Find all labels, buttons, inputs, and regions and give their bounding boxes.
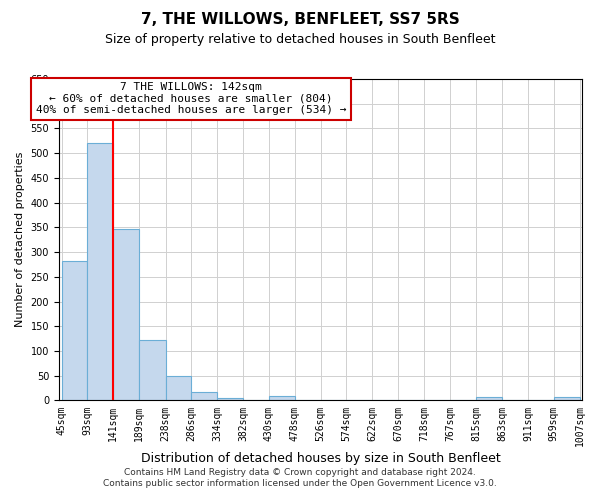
Bar bbox=[191, 392, 217, 400]
Bar bbox=[269, 396, 295, 400]
Text: 7 THE WILLOWS: 142sqm
← 60% of detached houses are smaller (804)
40% of semi-det: 7 THE WILLOWS: 142sqm ← 60% of detached … bbox=[36, 82, 346, 116]
Bar bbox=[476, 396, 502, 400]
X-axis label: Distribution of detached houses by size in South Benfleet: Distribution of detached houses by size … bbox=[141, 452, 500, 465]
Y-axis label: Number of detached properties: Number of detached properties bbox=[15, 152, 25, 328]
Bar bbox=[113, 229, 139, 400]
Bar bbox=[217, 398, 243, 400]
Bar bbox=[166, 376, 191, 400]
Text: 7, THE WILLOWS, BENFLEET, SS7 5RS: 7, THE WILLOWS, BENFLEET, SS7 5RS bbox=[140, 12, 460, 28]
Bar bbox=[554, 398, 580, 400]
Bar bbox=[139, 340, 166, 400]
Text: Size of property relative to detached houses in South Benfleet: Size of property relative to detached ho… bbox=[105, 32, 495, 46]
Bar bbox=[88, 143, 113, 401]
Text: Contains HM Land Registry data © Crown copyright and database right 2024.
Contai: Contains HM Land Registry data © Crown c… bbox=[103, 468, 497, 487]
Bar bbox=[62, 261, 88, 400]
